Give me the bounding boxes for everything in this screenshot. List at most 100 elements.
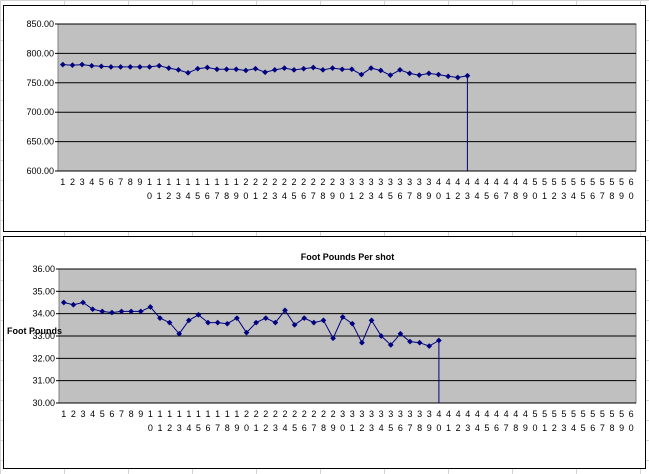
data-point-marker bbox=[425, 70, 432, 77]
plot-area bbox=[57, 23, 637, 172]
x-tick-label: 4 bbox=[465, 177, 470, 187]
x-tick-label: 8 bbox=[417, 191, 422, 201]
x-tick-label: 6 bbox=[590, 191, 595, 201]
data-point-marker bbox=[464, 72, 471, 79]
data-point-marker bbox=[242, 67, 249, 74]
x-tick-label: 6 bbox=[397, 191, 402, 201]
x-tick-label: 5 bbox=[100, 409, 105, 419]
x-tick-label: 1 bbox=[195, 177, 200, 187]
x-tick-label: 9 bbox=[619, 191, 624, 201]
x-tick-label: 3 bbox=[340, 177, 345, 187]
x-tick-label: 1 bbox=[349, 191, 354, 201]
x-tick-label: 3 bbox=[272, 191, 277, 201]
y-tick-label: 35.00 bbox=[32, 286, 55, 296]
x-tick-label: 4 bbox=[282, 191, 287, 201]
data-point-marker bbox=[262, 69, 269, 76]
x-tick-label: 5 bbox=[542, 177, 547, 187]
x-tick-label: 6 bbox=[629, 409, 634, 419]
x-tick-label: 7 bbox=[503, 191, 508, 201]
x-tick-label: 1 bbox=[157, 177, 162, 187]
data-point-marker bbox=[378, 333, 385, 339]
x-tick-label: 4 bbox=[90, 409, 95, 419]
x-tick-label: 5 bbox=[552, 409, 557, 419]
x-tick-label: 8 bbox=[513, 191, 518, 201]
data-point-marker bbox=[69, 62, 76, 69]
x-tick-label: 7 bbox=[118, 177, 123, 187]
x-tick-label: 1 bbox=[186, 177, 191, 187]
x-tick-label: 1 bbox=[253, 191, 258, 201]
x-tick-label: 7 bbox=[214, 191, 219, 201]
x-tick-label: 6 bbox=[206, 423, 211, 433]
x-tick-label: 7 bbox=[311, 423, 316, 433]
x-tick-label: 3 bbox=[273, 423, 278, 433]
data-point-marker bbox=[233, 66, 240, 73]
data-point-marker bbox=[397, 66, 403, 73]
x-tick-label: 4 bbox=[494, 409, 499, 419]
x-tick-label: 3 bbox=[369, 177, 374, 187]
data-point-marker bbox=[88, 62, 95, 69]
data-point-marker bbox=[320, 317, 327, 324]
x-tick-label: 2 bbox=[282, 177, 287, 187]
x-tick-label: 4 bbox=[523, 409, 528, 419]
x-tick-label: 2 bbox=[244, 409, 249, 419]
x-tick-label: 5 bbox=[196, 423, 201, 433]
x-tick-label: 4 bbox=[571, 423, 576, 433]
data-point-marker bbox=[204, 64, 211, 71]
x-tick-label: 3 bbox=[561, 191, 566, 201]
x-tick-label: 3 bbox=[378, 177, 383, 187]
data-point-marker bbox=[205, 319, 212, 326]
velocity-chart[interactable]: 850.00 800.00 750.00 700.00 650.00 600.00 1 2 3 4… bbox=[3, 5, 646, 232]
data-point-marker bbox=[166, 319, 173, 326]
x-tick-label: 6 bbox=[494, 423, 499, 433]
x-tick-label: 2 bbox=[282, 409, 287, 419]
x-tick-label: 0 bbox=[533, 423, 538, 433]
x-tick-label: 9 bbox=[234, 191, 239, 201]
data-point-marker bbox=[310, 64, 317, 71]
foot-pounds-chart[interactable]: 36.00 35.00 34.00 33.00 32.00 31.00 30.00 1 2 3 4 5… bbox=[3, 236, 646, 469]
data-point-marker bbox=[330, 335, 337, 342]
data-point-marker bbox=[243, 329, 250, 336]
x-tick-label: 2 bbox=[311, 409, 316, 419]
x-tick-label: 5 bbox=[561, 177, 566, 187]
x-tick-label: 0 bbox=[244, 423, 249, 433]
x-tick-label: 9 bbox=[138, 409, 143, 419]
data-point-marker bbox=[117, 63, 124, 70]
x-tick-label: 2 bbox=[166, 191, 171, 201]
x-tick-label: 1 bbox=[542, 191, 547, 201]
x-tick-label: 4 bbox=[484, 177, 489, 187]
data-point-marker bbox=[79, 61, 86, 68]
x-tick-label: 3 bbox=[426, 177, 431, 187]
x-tick-label: 1 bbox=[196, 409, 201, 419]
data-point-marker bbox=[165, 65, 172, 72]
x-tick-label: 2 bbox=[455, 191, 460, 201]
x-tick-label: 5 bbox=[619, 409, 624, 419]
x-tick-label: 8 bbox=[609, 191, 614, 201]
data-point-marker bbox=[214, 319, 221, 326]
x-tick-label: 9 bbox=[234, 423, 239, 433]
data-point-marker bbox=[397, 330, 404, 337]
x-tick-label: 9 bbox=[619, 423, 624, 433]
x-tick-label: 4 bbox=[89, 177, 94, 187]
x-tick-label: 5 bbox=[552, 177, 557, 187]
data-point-marker bbox=[300, 65, 307, 72]
x-tick-label: 1 bbox=[234, 177, 239, 187]
x-tick-label: 4 bbox=[504, 409, 509, 419]
y-tick-label: 36.00 bbox=[32, 264, 55, 274]
x-tick-label: 3 bbox=[408, 409, 413, 419]
data-point-marker bbox=[146, 63, 153, 70]
x-tick-label: 1 bbox=[147, 177, 152, 187]
x-tick-label: 3 bbox=[80, 177, 85, 187]
data-point-marker bbox=[176, 330, 183, 337]
x-tick-label: 3 bbox=[465, 423, 470, 433]
x-tick-label: 2 bbox=[292, 177, 297, 187]
x-tick-label: 5 bbox=[542, 409, 547, 419]
x-tick-label: 1 bbox=[166, 177, 171, 187]
x-tick-label: 1 bbox=[215, 409, 220, 419]
x-tick-label: 4 bbox=[494, 177, 499, 187]
data-point-marker bbox=[136, 63, 143, 70]
x-tick-label: 3 bbox=[359, 409, 364, 419]
x-tick-label: 1 bbox=[206, 409, 211, 419]
x-tick-label: 5 bbox=[533, 409, 538, 419]
data-point-marker bbox=[194, 65, 201, 72]
data-point-marker bbox=[416, 72, 423, 79]
